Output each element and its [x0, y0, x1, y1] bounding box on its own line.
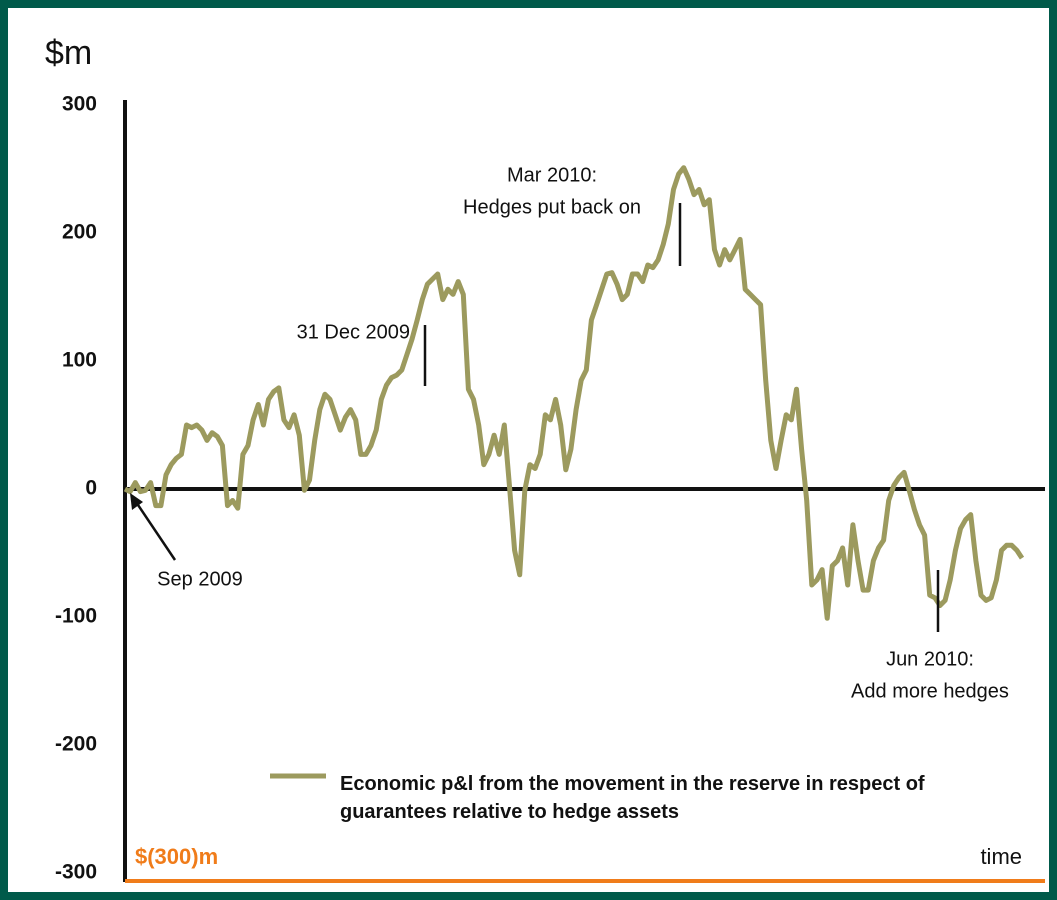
y-tick-label: -300 [55, 861, 97, 884]
y-tick-label: -200 [55, 733, 97, 756]
chart: $m time $(300)m 300 200 100 0 -100 -200 -300 Se… [45, 34, 1045, 884]
y-tick-label: -100 [55, 605, 97, 628]
series-line [123, 165, 1025, 621]
legend-label: Economic p&l from the movement in the re… [340, 773, 925, 823]
y-tick-label: 200 [62, 221, 97, 244]
annotation-arrowhead [130, 493, 143, 510]
y-tick-label: 100 [62, 349, 97, 372]
annotation: Sep 2009 [157, 568, 243, 590]
y-tick-label: 0 [85, 477, 97, 500]
annotation: Jun 2010: [886, 648, 974, 670]
annotation-arrow [130, 495, 177, 561]
y-axis-label: $m [45, 34, 92, 72]
x-axis-label: time [980, 844, 1022, 869]
annotation: Mar 2010: [507, 164, 597, 186]
y-tick-label: 300 [62, 93, 97, 116]
annotation: Add more hedges [851, 680, 1009, 702]
annotation: Hedges put back on [463, 196, 641, 218]
annotation: 31 Dec 2009 [297, 321, 410, 343]
floor-label: $(300)m [135, 844, 218, 869]
